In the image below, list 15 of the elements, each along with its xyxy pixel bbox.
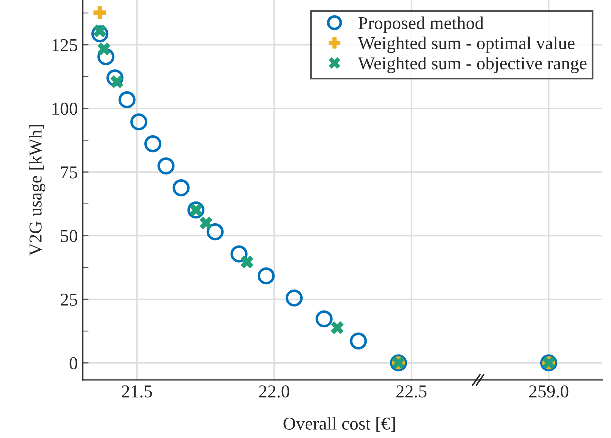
y-tick-label: 100 [52, 102, 78, 116]
legend-label: Weighted sum - optimal value [358, 36, 575, 54]
x-tick-label: 22.0 [259, 386, 290, 398]
x-axis-title: Overall cost [€] [284, 417, 396, 432]
legend-label: Proposed method [358, 16, 484, 34]
y-tick-label: 0 [70, 357, 78, 370]
legend-label: Weighted sum - objective range [358, 56, 587, 74]
x-tick-label: 21.5 [122, 386, 152, 398]
y-tick-label: 125 [52, 39, 78, 52]
y-axis-title: V2G usage [kWh] [29, 125, 46, 256]
y-tick-label: 75 [61, 166, 78, 179]
y-tick-label: 50 [61, 230, 78, 242]
y-tick-label: 25 [60, 294, 78, 306]
x-tick-label: 22.5 [396, 386, 427, 398]
x-tick-label: 259.0 [529, 386, 569, 398]
